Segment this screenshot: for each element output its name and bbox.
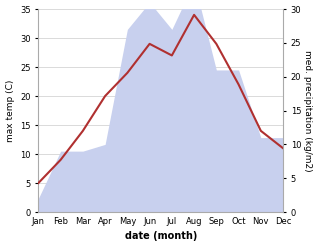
Y-axis label: med. precipitation (kg/m2): med. precipitation (kg/m2) — [303, 50, 313, 171]
Y-axis label: max temp (C): max temp (C) — [5, 79, 15, 142]
X-axis label: date (month): date (month) — [125, 231, 197, 242]
